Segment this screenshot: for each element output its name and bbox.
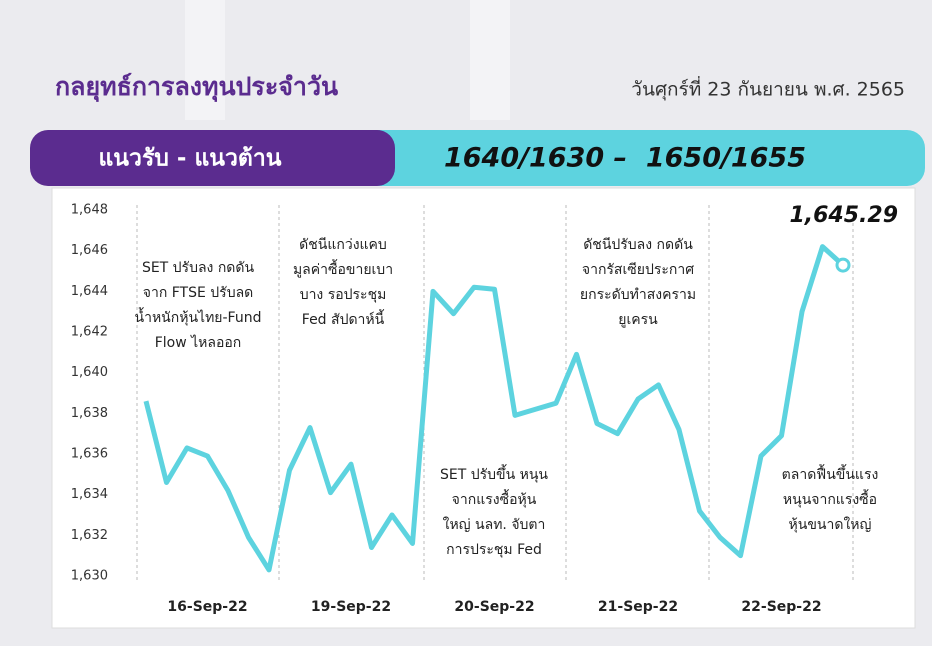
annotation: ตลาดฟื้นขึ้นแรง [782,464,879,483]
annotation: SET ปรับลง กดดัน [142,260,255,276]
end-point [835,257,851,273]
annotation: SET ปรับขึ้น หนุน [440,464,548,483]
annotation: จากแรงซื้อหุ้น [452,489,537,508]
decor [470,0,510,120]
annotation: ยกระดับทำสงคราม [580,287,696,303]
annotation: หุ้นขนาดใหญ่ [789,516,872,533]
annotation: การประชุม Fed [446,542,542,558]
y-tick-label: 1,640 [71,365,108,380]
banner-label: แนวรับ - แนวต้าน [98,146,281,172]
decor [185,0,225,120]
annotation: Fed สัปดาห์นี้ [302,309,385,328]
banner-left [30,130,395,186]
y-tick-label: 1,638 [71,406,108,421]
y-tick-label: 1,646 [71,243,108,258]
annotation: หนุนจากแรงซื้อ [783,489,877,508]
y-tick-label: 1,648 [71,203,108,218]
annotation: ดัชนีแกว่งแคบ [299,237,387,253]
banner-right [360,130,925,186]
annotation: Flow ไหลออก [155,334,242,351]
annotation: บาง รอประชุม [300,287,387,303]
annotation: ดัชนีปรับลง กดดัน [583,237,693,253]
banner-value: 1640/1630 – 1650/1655 [444,143,806,174]
annotation: มูลค่าซื้อขายเบา [293,259,393,278]
line [143,244,845,573]
y-tick-label: 1,644 [71,284,108,299]
x-tick-label: 16-Sep-22 [167,599,247,615]
value-label: 1,645.29 [789,203,898,228]
date: วันศุกร์ที่ 23 กันยายน พ.ศ. 2565 [631,76,905,102]
x-tick-label: 20-Sep-22 [454,599,534,615]
annotation: ใหญ่ นลท. จับตา [443,516,546,533]
y-tick-label: 1,634 [71,487,108,502]
title: กลยุทธ์การลงทุนประจำวัน [55,72,338,103]
y-tick-label: 1,630 [71,569,108,584]
y-tick-label: 1,642 [71,325,108,340]
plot: 1,630 1,632 1,634 1,636 1,638 1,640 1,642 1,644… [71,203,898,616]
chart-card [51,187,916,629]
annotation: น้ำหนักหุ้นไทย-Fund [135,307,262,326]
annotation: ยูเครน [618,312,658,328]
annotation: จาก FTSE ปรับลด [143,285,254,301]
x-tick-label: 22-Sep-22 [741,599,821,615]
annotation: จากรัสเซียประกาศ [582,262,694,278]
x-tick-label: 19-Sep-22 [311,599,391,615]
x-tick-label: 21-Sep-22 [598,599,678,615]
y-tick-label: 1,636 [71,447,108,462]
y-tick-label: 1,632 [71,528,108,543]
